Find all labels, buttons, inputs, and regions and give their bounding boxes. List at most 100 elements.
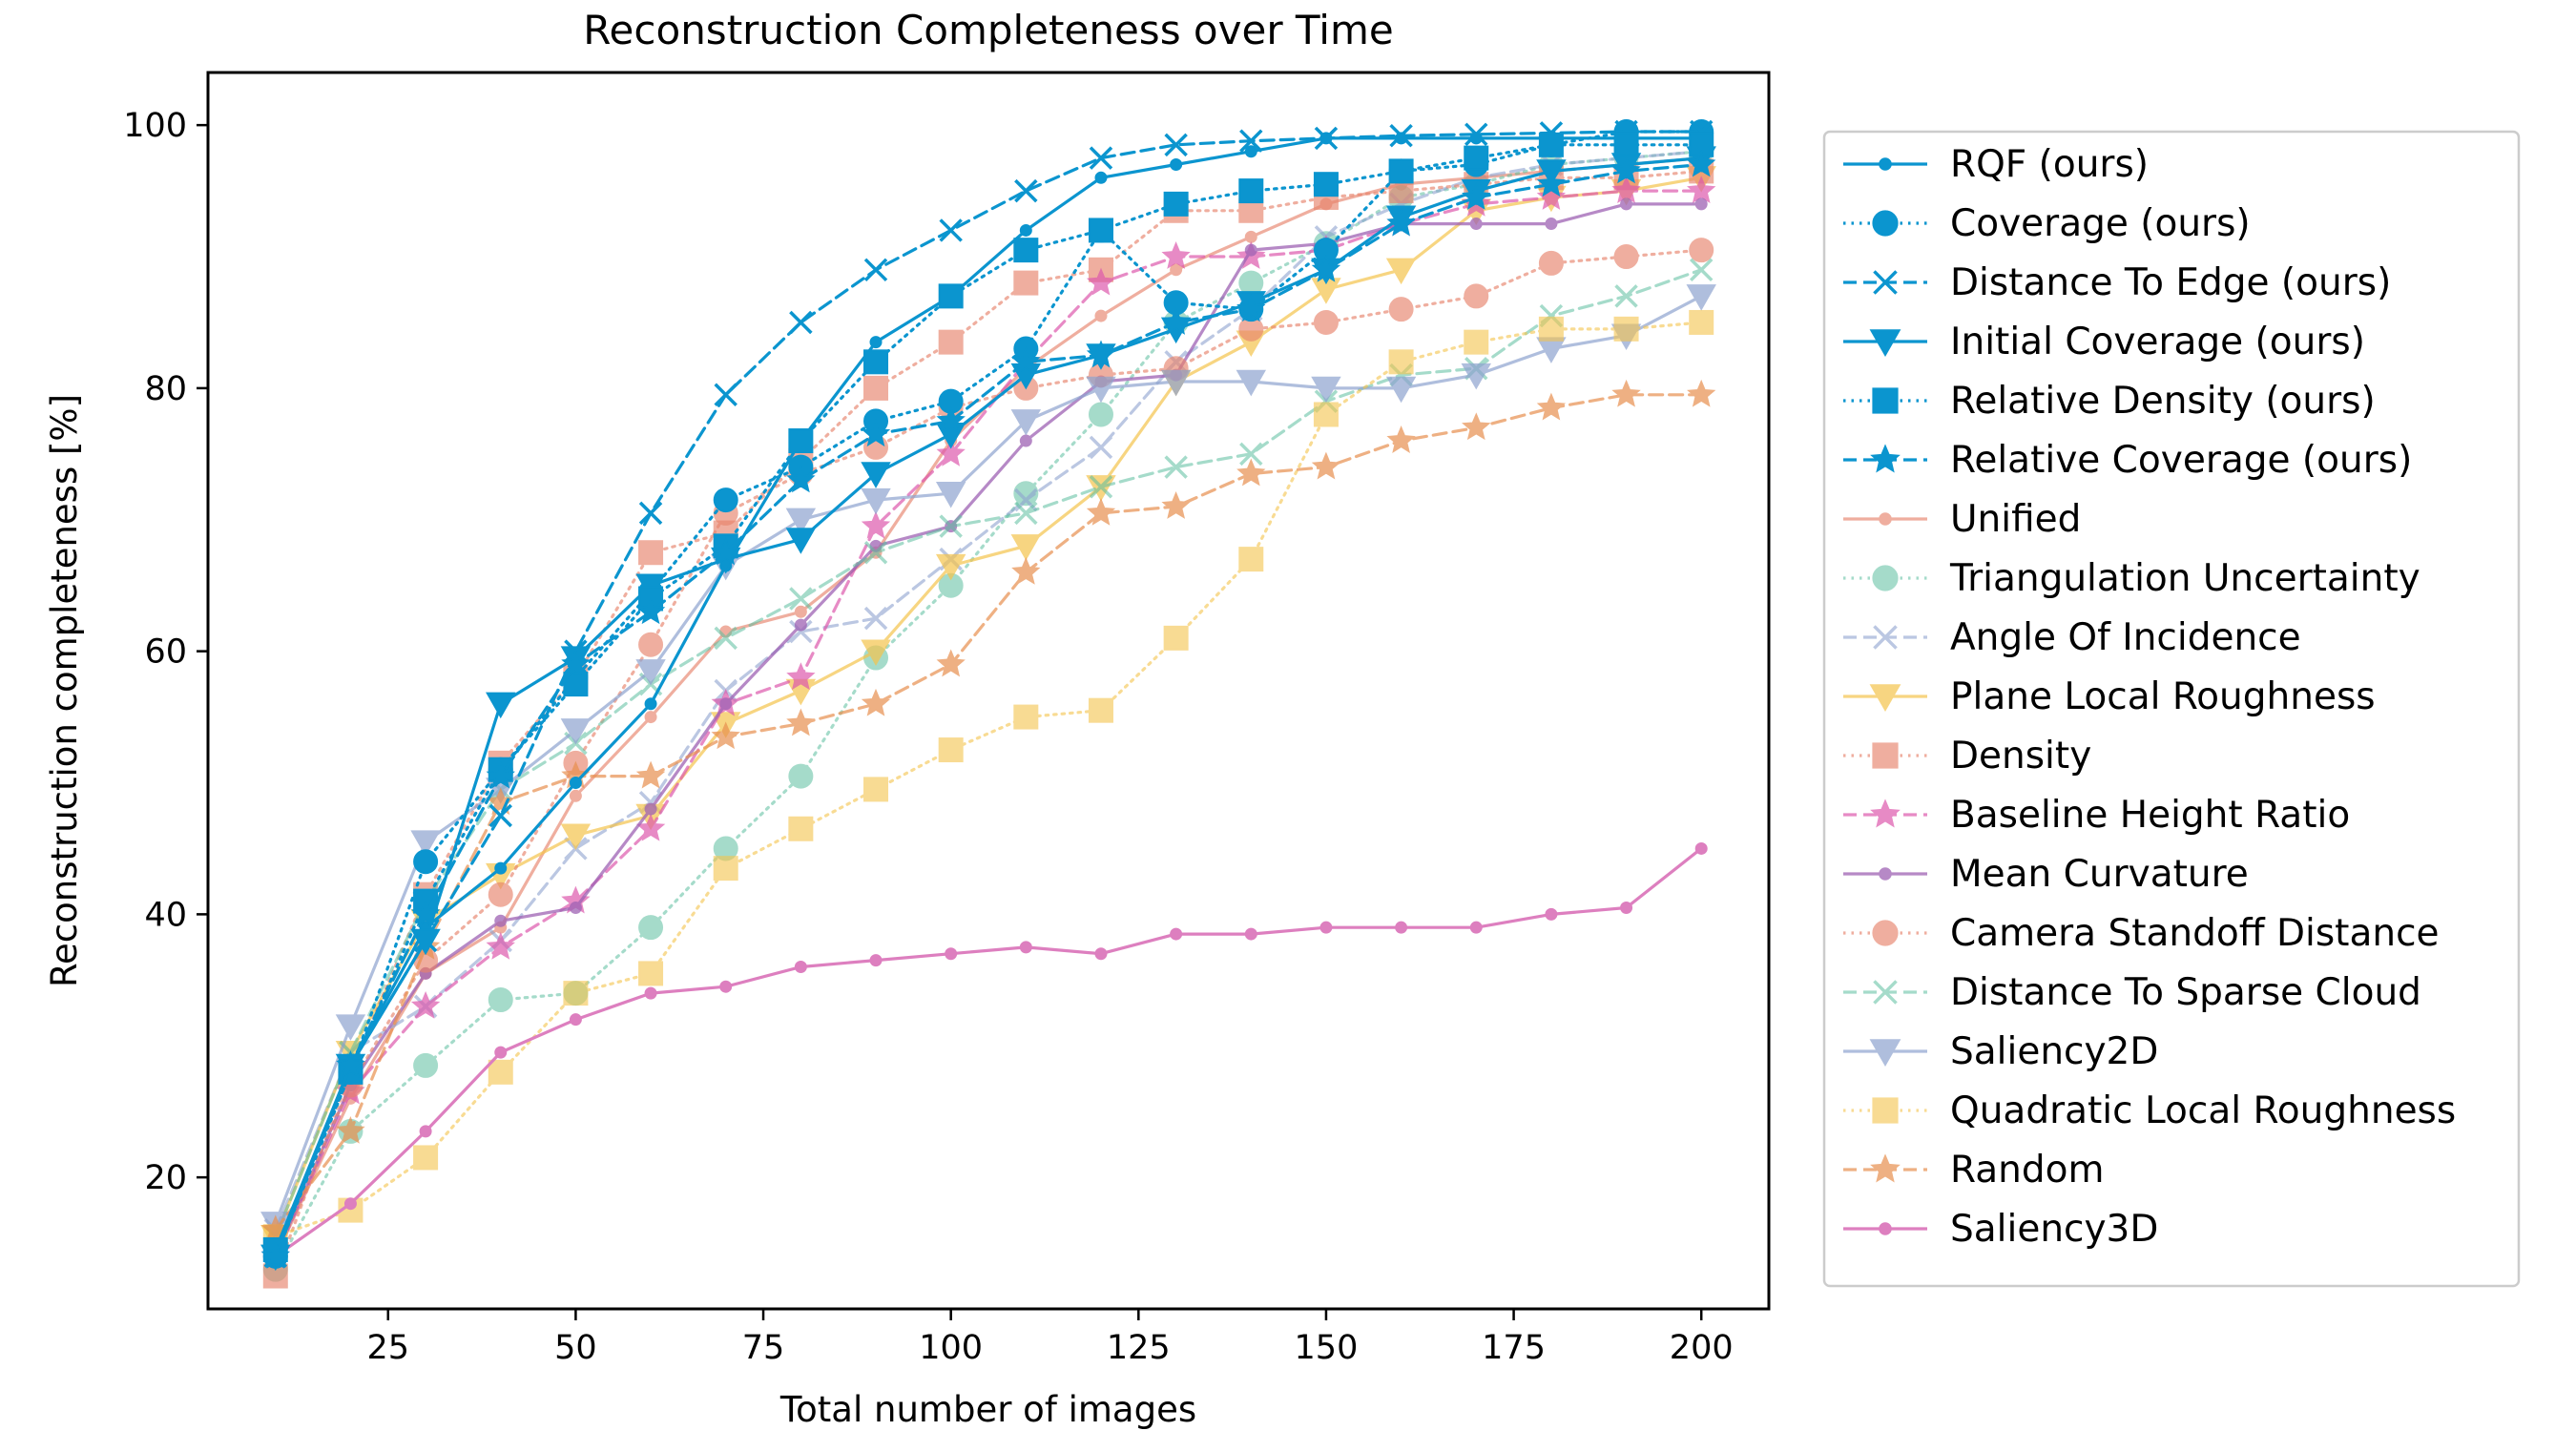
data-point-marker <box>644 697 657 711</box>
legend-item-random: Random <box>1843 1149 2104 1192</box>
data-point-marker <box>719 697 733 711</box>
legend-marker <box>1873 270 1898 295</box>
data-point-marker <box>638 961 664 986</box>
data-point-marker <box>494 914 508 927</box>
legend-swatch <box>1843 1222 1927 1235</box>
data-point-marker <box>1694 197 1708 211</box>
data-point-marker <box>1536 392 1567 421</box>
data-point-marker <box>1013 270 1039 296</box>
legend-item-coverage-ours: Coverage (ours) <box>1843 202 2251 245</box>
data-point-marker <box>410 830 441 857</box>
legend-label: Mean Curvature <box>1950 853 2249 896</box>
data-point-marker <box>486 692 516 719</box>
legend-swatch <box>1843 210 1927 237</box>
data-point-marker <box>1089 435 1113 460</box>
data-point-marker <box>863 540 888 565</box>
data-point-marker <box>794 605 807 618</box>
data-point-marker <box>410 928 441 956</box>
data-point-marker <box>569 1013 582 1027</box>
series-quadratic-local-roughness <box>262 309 1714 1250</box>
data-point-marker <box>1388 349 1414 375</box>
x-tick-label: 25 <box>366 1329 409 1367</box>
data-point-marker <box>1464 329 1489 355</box>
data-point-marker <box>1469 218 1483 231</box>
data-point-marker <box>1239 442 1263 467</box>
legend-item-plane-local-roughness: Plane Local Roughness <box>1843 675 2376 718</box>
data-point-marker <box>488 881 513 907</box>
x-tick-label: 75 <box>742 1329 785 1367</box>
data-point-marker <box>711 721 740 750</box>
legend-item-unified: Unified <box>1843 498 2081 541</box>
legend-frame <box>1822 130 2521 1288</box>
series-line-distance-to-edge-ours <box>274 130 1703 1258</box>
data-point-marker <box>1088 697 1113 723</box>
data-point-marker <box>644 711 657 724</box>
data-point-marker <box>861 510 891 539</box>
data-point-marker <box>1469 921 1483 934</box>
legend-label: Baseline Height Ratio <box>1950 794 2350 837</box>
series-line-rqf-ours <box>274 136 1703 1252</box>
series-line-quadratic-local-roughness <box>274 321 1703 1238</box>
data-point-marker <box>938 329 964 355</box>
legend-marker <box>1869 1039 1901 1067</box>
data-point-marker <box>638 915 664 941</box>
data-point-marker <box>1244 145 1257 158</box>
legend-item-quadratic-local-roughness: Quadratic Local Roughness <box>1843 1089 2456 1132</box>
data-point-marker <box>1086 376 1116 404</box>
data-point-marker <box>1319 921 1333 934</box>
data-point-marker <box>1389 123 1413 148</box>
data-point-marker <box>1314 126 1339 151</box>
series-line-baseline-height-ratio <box>274 189 1703 1258</box>
data-point-marker <box>560 823 592 850</box>
data-point-marker <box>1545 218 1558 231</box>
data-point-marker <box>1611 156 1641 184</box>
data-point-marker <box>638 632 664 657</box>
data-point-marker <box>863 777 889 802</box>
data-point-marker <box>1620 197 1633 211</box>
data-point-marker <box>1689 309 1714 335</box>
legend-marker <box>1872 742 1899 769</box>
data-point-marker <box>861 688 891 716</box>
data-point-marker <box>635 659 666 686</box>
data-point-marker <box>1161 307 1191 335</box>
series-line-saliency3d <box>274 846 1703 1258</box>
legend-item-angle-of-incidence: Angle Of Incidence <box>1843 616 2301 659</box>
data-point-marker <box>788 816 814 841</box>
data-point-marker <box>788 763 814 789</box>
data-point-marker <box>1170 158 1183 172</box>
data-point-marker <box>869 954 883 967</box>
data-point-marker <box>1164 455 1188 479</box>
data-point-marker <box>561 649 591 677</box>
legend-item-saliency3d: Saliency3D <box>1843 1208 2158 1251</box>
data-point-marker <box>1238 270 1264 296</box>
series-random <box>260 379 1716 1243</box>
data-point-marker <box>1611 379 1641 407</box>
legend-label: Relative Coverage (ours) <box>1950 439 2412 482</box>
data-point-marker <box>789 310 813 335</box>
data-point-marker <box>1388 297 1414 322</box>
legend-label: Distance To Edge (ours) <box>1950 261 2391 304</box>
legend-swatch <box>1843 387 1927 414</box>
data-point-marker <box>1462 412 1491 441</box>
data-point-marker <box>494 1046 508 1059</box>
data-point-marker <box>335 1014 366 1041</box>
legend-item-relative-density-ours: Relative Density (ours) <box>1843 380 2376 423</box>
data-point-marker <box>1461 363 1491 390</box>
data-point-marker <box>1013 238 1039 263</box>
series-line-initial-coverage-ours <box>274 156 1703 1258</box>
x-tick-label: 50 <box>554 1329 597 1367</box>
data-point-marker <box>1014 501 1038 526</box>
data-point-marker <box>939 514 963 538</box>
data-point-marker <box>1536 169 1567 197</box>
legend-swatch <box>1843 625 1927 650</box>
legend-marker <box>1873 980 1898 1005</box>
data-point-marker <box>260 1240 290 1269</box>
data-point-marker <box>1094 171 1108 184</box>
legend-swatch <box>1843 1153 1927 1183</box>
x-axis-label: Total number of images <box>779 1389 1196 1430</box>
legend-marker <box>1870 798 1901 828</box>
series-initial-coverage-ours <box>260 146 1716 1272</box>
data-point-marker <box>714 383 737 407</box>
data-point-marker <box>1538 250 1564 276</box>
